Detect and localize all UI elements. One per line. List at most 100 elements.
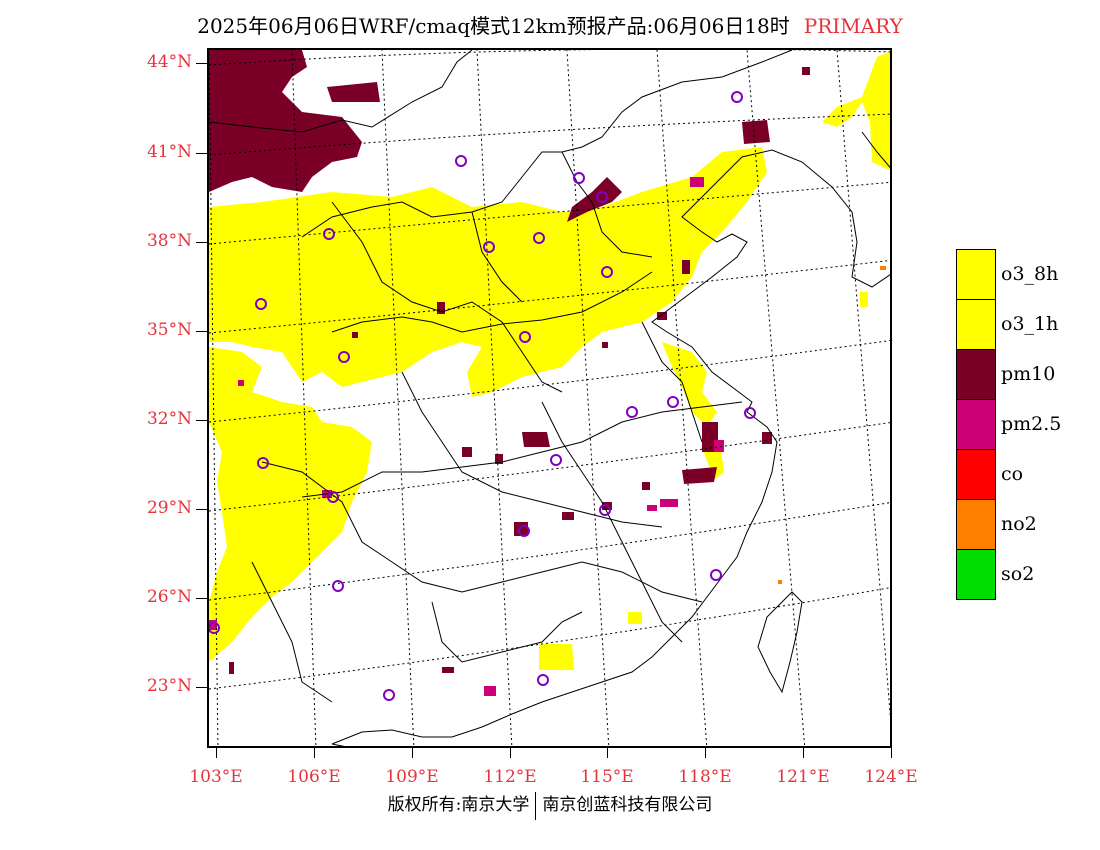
lon-tick — [891, 748, 892, 758]
graticule-layer — [209, 50, 890, 746]
station-layer — [209, 91, 756, 701]
lat-label-44: 44°N — [146, 52, 192, 72]
legend-swatch-co — [956, 450, 996, 500]
pm10-dot — [682, 260, 690, 274]
pm10-dot — [462, 447, 472, 457]
pm10-dot — [762, 432, 772, 444]
pm10-dot — [657, 312, 667, 320]
meridian-109 — [381, 50, 415, 746]
station-marker — [537, 674, 549, 686]
lat-label-26: 26°N — [146, 587, 192, 607]
station-marker — [601, 266, 613, 278]
legend-swatch-no2 — [956, 500, 996, 550]
pm10-dot — [437, 302, 445, 314]
province-border-4 — [541, 401, 683, 643]
station-marker — [255, 298, 267, 310]
lon-label-124: 124°E — [864, 767, 918, 787]
pm10-region-hubei — [522, 432, 550, 447]
station-marker — [327, 491, 339, 503]
pm10-dot — [642, 482, 650, 490]
o3-region-southwest — [209, 347, 372, 662]
pm25-dot — [647, 505, 657, 511]
pm10-region-jiangxi — [682, 467, 717, 484]
station-marker — [599, 504, 611, 516]
copyright-footer: 版权所有:南京大学 南京创蓝科技有限公司 — [0, 790, 1100, 820]
legend-label-o3-8h: o3_8h — [1001, 263, 1059, 285]
korea-coast — [861, 131, 890, 169]
lon-label-118: 118°E — [678, 767, 732, 787]
province-border-3 — [261, 461, 703, 603]
station-marker — [518, 525, 530, 537]
meridian-106 — [291, 50, 317, 746]
lon-label-106: 106°E — [287, 767, 341, 787]
o3-region-guangdong — [539, 644, 574, 670]
pm10-region-mongolia — [209, 50, 362, 192]
taiwan-island — [757, 591, 803, 694]
boundary-layer — [209, 50, 890, 746]
province-border-5 — [641, 321, 703, 443]
lat-tick — [196, 331, 207, 332]
legend-label-no2: no2 — [1001, 513, 1037, 535]
parallel-32 — [209, 340, 890, 423]
lat-tick — [196, 598, 207, 599]
pm10-region-liaoning — [742, 120, 770, 144]
lat-label-35: 35°N — [146, 320, 192, 340]
copyright-left: 版权所有:南京大学 — [387, 795, 530, 815]
station-marker — [209, 622, 220, 634]
province-border-7 — [251, 561, 333, 703]
parallel-26 — [209, 502, 890, 601]
station-marker — [573, 172, 585, 184]
lon-tick — [705, 748, 706, 758]
no2-dot — [778, 580, 782, 584]
yangtze-river — [301, 401, 743, 498]
inner-mongolia-boundary — [301, 50, 793, 238]
title-type-label: PRIMARY — [803, 14, 903, 38]
pm25-dot — [660, 499, 678, 507]
lat-tick — [196, 153, 207, 154]
lat-label-23: 23°N — [146, 676, 192, 696]
pm10-dot — [562, 512, 574, 520]
station-marker — [519, 331, 531, 343]
lon-tick — [216, 748, 217, 758]
lat-label-38: 38°N — [146, 231, 192, 251]
lat-tick — [196, 420, 207, 421]
hainan-coast — [331, 743, 345, 746]
pollutant-legend — [956, 249, 996, 600]
lat-label-32: 32°N — [146, 409, 192, 429]
lat-label-29: 29°N — [146, 498, 192, 518]
pm10-dot — [229, 662, 234, 674]
forecast-map — [207, 48, 892, 748]
lat-tick — [196, 509, 207, 510]
coastline-north — [331, 156, 778, 745]
meridian-115 — [566, 50, 610, 746]
pm25-dot — [238, 380, 244, 386]
map-title: 2025年06月06日WRF/cmaq模式12km预报产品:06月06日18时 P… — [0, 10, 1100, 39]
o3-region-north — [209, 147, 767, 397]
parallel-35 — [209, 259, 890, 334]
province-border-8 — [471, 211, 523, 303]
pm25-dot — [714, 440, 724, 452]
pm10-dot — [352, 332, 358, 338]
o3-region-jiangsu — [662, 342, 717, 427]
lon-label-112: 112°E — [483, 767, 537, 787]
station-marker — [332, 580, 344, 592]
pm10-dot — [802, 67, 810, 75]
coastline-liaodong — [741, 149, 890, 288]
station-marker — [596, 191, 608, 203]
lon-tick — [803, 748, 804, 758]
station-marker — [626, 406, 638, 418]
o3-region-northeast — [822, 51, 890, 171]
lon-label-115: 115°E — [580, 767, 634, 787]
lon-tick — [607, 748, 608, 758]
lat-tick — [196, 63, 207, 64]
lat-tick — [196, 687, 207, 688]
parallel-38 — [209, 181, 890, 245]
no2-dot — [880, 266, 886, 270]
lon-tick — [510, 748, 511, 758]
meridian-121 — [746, 50, 806, 746]
lat-label-41: 41°N — [146, 142, 192, 162]
station-marker — [731, 91, 743, 103]
station-marker — [338, 351, 350, 363]
pm10-dot — [442, 667, 454, 673]
pm10-dot — [495, 454, 503, 464]
